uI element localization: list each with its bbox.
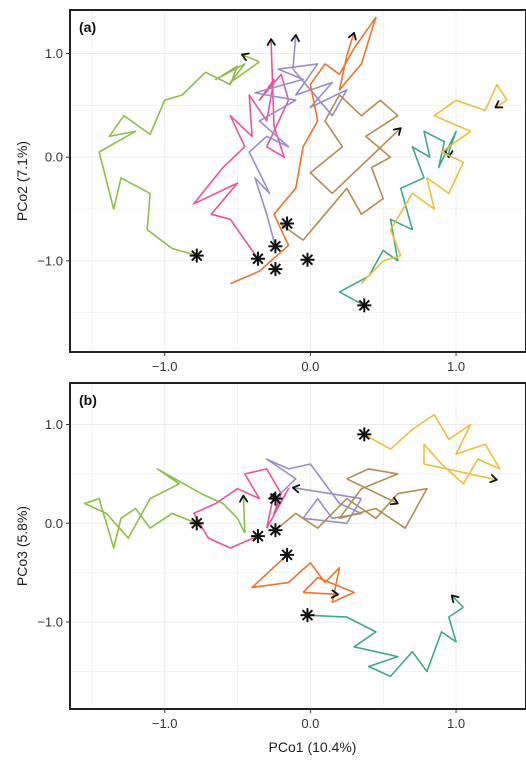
trajectory-line-end <box>494 99 508 109</box>
start-marker <box>357 427 372 442</box>
x-tick-label: 1.0 <box>447 716 465 731</box>
plot-background <box>70 10 526 352</box>
arrow-head <box>392 127 402 136</box>
x-axis-title: PCo1 (10.4%) <box>269 739 357 755</box>
start-marker-stroke <box>269 240 282 252</box>
trajectory-line-end <box>303 591 339 596</box>
arrow-head <box>450 594 460 604</box>
trajectory-line <box>193 73 290 260</box>
trajectory-line-end <box>451 594 464 608</box>
start-marker-stroke <box>252 253 264 265</box>
y-tick-label: −1.0 <box>37 615 63 630</box>
arrow-head <box>389 496 399 506</box>
start-marker-stroke <box>281 217 293 230</box>
panel-a: −1.0 0.0 1.0 −1.0 0.0 1.0 (a) PCo2 (7.1%) <box>14 9 526 374</box>
x-tick-label: 0.0 <box>301 359 319 374</box>
start-marker-stroke <box>269 524 282 536</box>
trajectory-line-end <box>292 34 297 70</box>
arrow-head <box>266 38 276 47</box>
start-marker-stroke <box>191 517 203 529</box>
panel-label: (a) <box>79 19 96 35</box>
x-tick-label: −1.0 <box>152 716 178 731</box>
start-marker-stroke <box>191 249 203 262</box>
panel-b: −1.0 0.0 1.0 −1.0 0.0 1.0 (b) PCo3 (5.8%) PCo1 (… <box>14 382 526 755</box>
start-marker <box>268 491 283 506</box>
start-marker <box>250 251 265 266</box>
start-marker-stroke <box>281 549 293 561</box>
start-marker-stroke <box>269 492 282 505</box>
panel-frame <box>69 382 526 710</box>
trajectory-line <box>193 468 290 549</box>
y-tick-label: 1.0 <box>45 46 63 61</box>
start-marker <box>268 523 283 538</box>
arrow-head <box>347 31 357 41</box>
start-marker-stroke <box>269 263 282 275</box>
start-marker <box>280 216 295 231</box>
arrow-head <box>292 484 301 494</box>
trajectory-line <box>338 130 457 307</box>
trajectory-line-end <box>270 38 275 127</box>
start-marker <box>268 239 283 254</box>
trajectory-line-end <box>242 495 246 534</box>
trajectory-line <box>248 63 348 247</box>
y-tick-label: −1.0 <box>37 253 63 268</box>
start-marker-stroke <box>301 254 314 266</box>
arrow-head <box>330 589 339 599</box>
start-marker <box>357 298 372 313</box>
start-marker-stroke <box>358 299 370 312</box>
panel-frame <box>69 9 526 353</box>
trajectory-line-end <box>331 127 402 195</box>
trajectory-line <box>307 606 464 678</box>
arrow-head <box>494 100 504 109</box>
trajectory-line <box>83 468 246 549</box>
y-tick-label: 1.0 <box>45 417 63 432</box>
start-marker-stroke <box>358 428 370 441</box>
trajectory-line <box>363 413 501 485</box>
trajectory-line-end <box>423 463 498 481</box>
start-marker-stroke <box>301 609 314 621</box>
trajectory-line <box>274 468 428 531</box>
start-marker <box>268 262 283 277</box>
start-marker <box>300 252 315 267</box>
panel-label: (b) <box>79 392 97 408</box>
y-tick-label: 0.0 <box>45 516 63 531</box>
start-marker <box>280 547 295 562</box>
trajectory-line <box>229 16 377 285</box>
x-tick-label: −1.0 <box>152 359 178 374</box>
start-marker <box>189 248 204 263</box>
trajectory-line <box>98 61 260 257</box>
start-marker-stroke <box>252 530 264 542</box>
arrow-head <box>290 33 300 43</box>
start-marker <box>250 529 265 544</box>
trajectory-line-end <box>292 486 362 500</box>
trajectory-line-end <box>346 32 355 56</box>
arrow-head <box>444 150 454 159</box>
x-tick-label: 0.0 <box>301 716 319 731</box>
trajectory-line <box>280 94 399 241</box>
start-marker <box>300 608 315 623</box>
trajectory-line <box>251 554 355 604</box>
arrow-head <box>239 494 249 503</box>
trajectory-line <box>360 83 508 285</box>
plot-background <box>70 383 526 709</box>
arrow-head <box>241 52 250 62</box>
trajectory-line-end <box>346 478 399 505</box>
x-tick-label: 1.0 <box>447 359 465 374</box>
trajectory-line-end <box>241 53 260 63</box>
y-axis-title: PCo2 (7.1%) <box>14 141 30 221</box>
arrow-head <box>489 474 498 484</box>
y-axis-title: PCo3 (5.8%) <box>14 506 30 586</box>
y-tick-label: 0.0 <box>45 150 63 165</box>
start-marker <box>189 516 204 531</box>
